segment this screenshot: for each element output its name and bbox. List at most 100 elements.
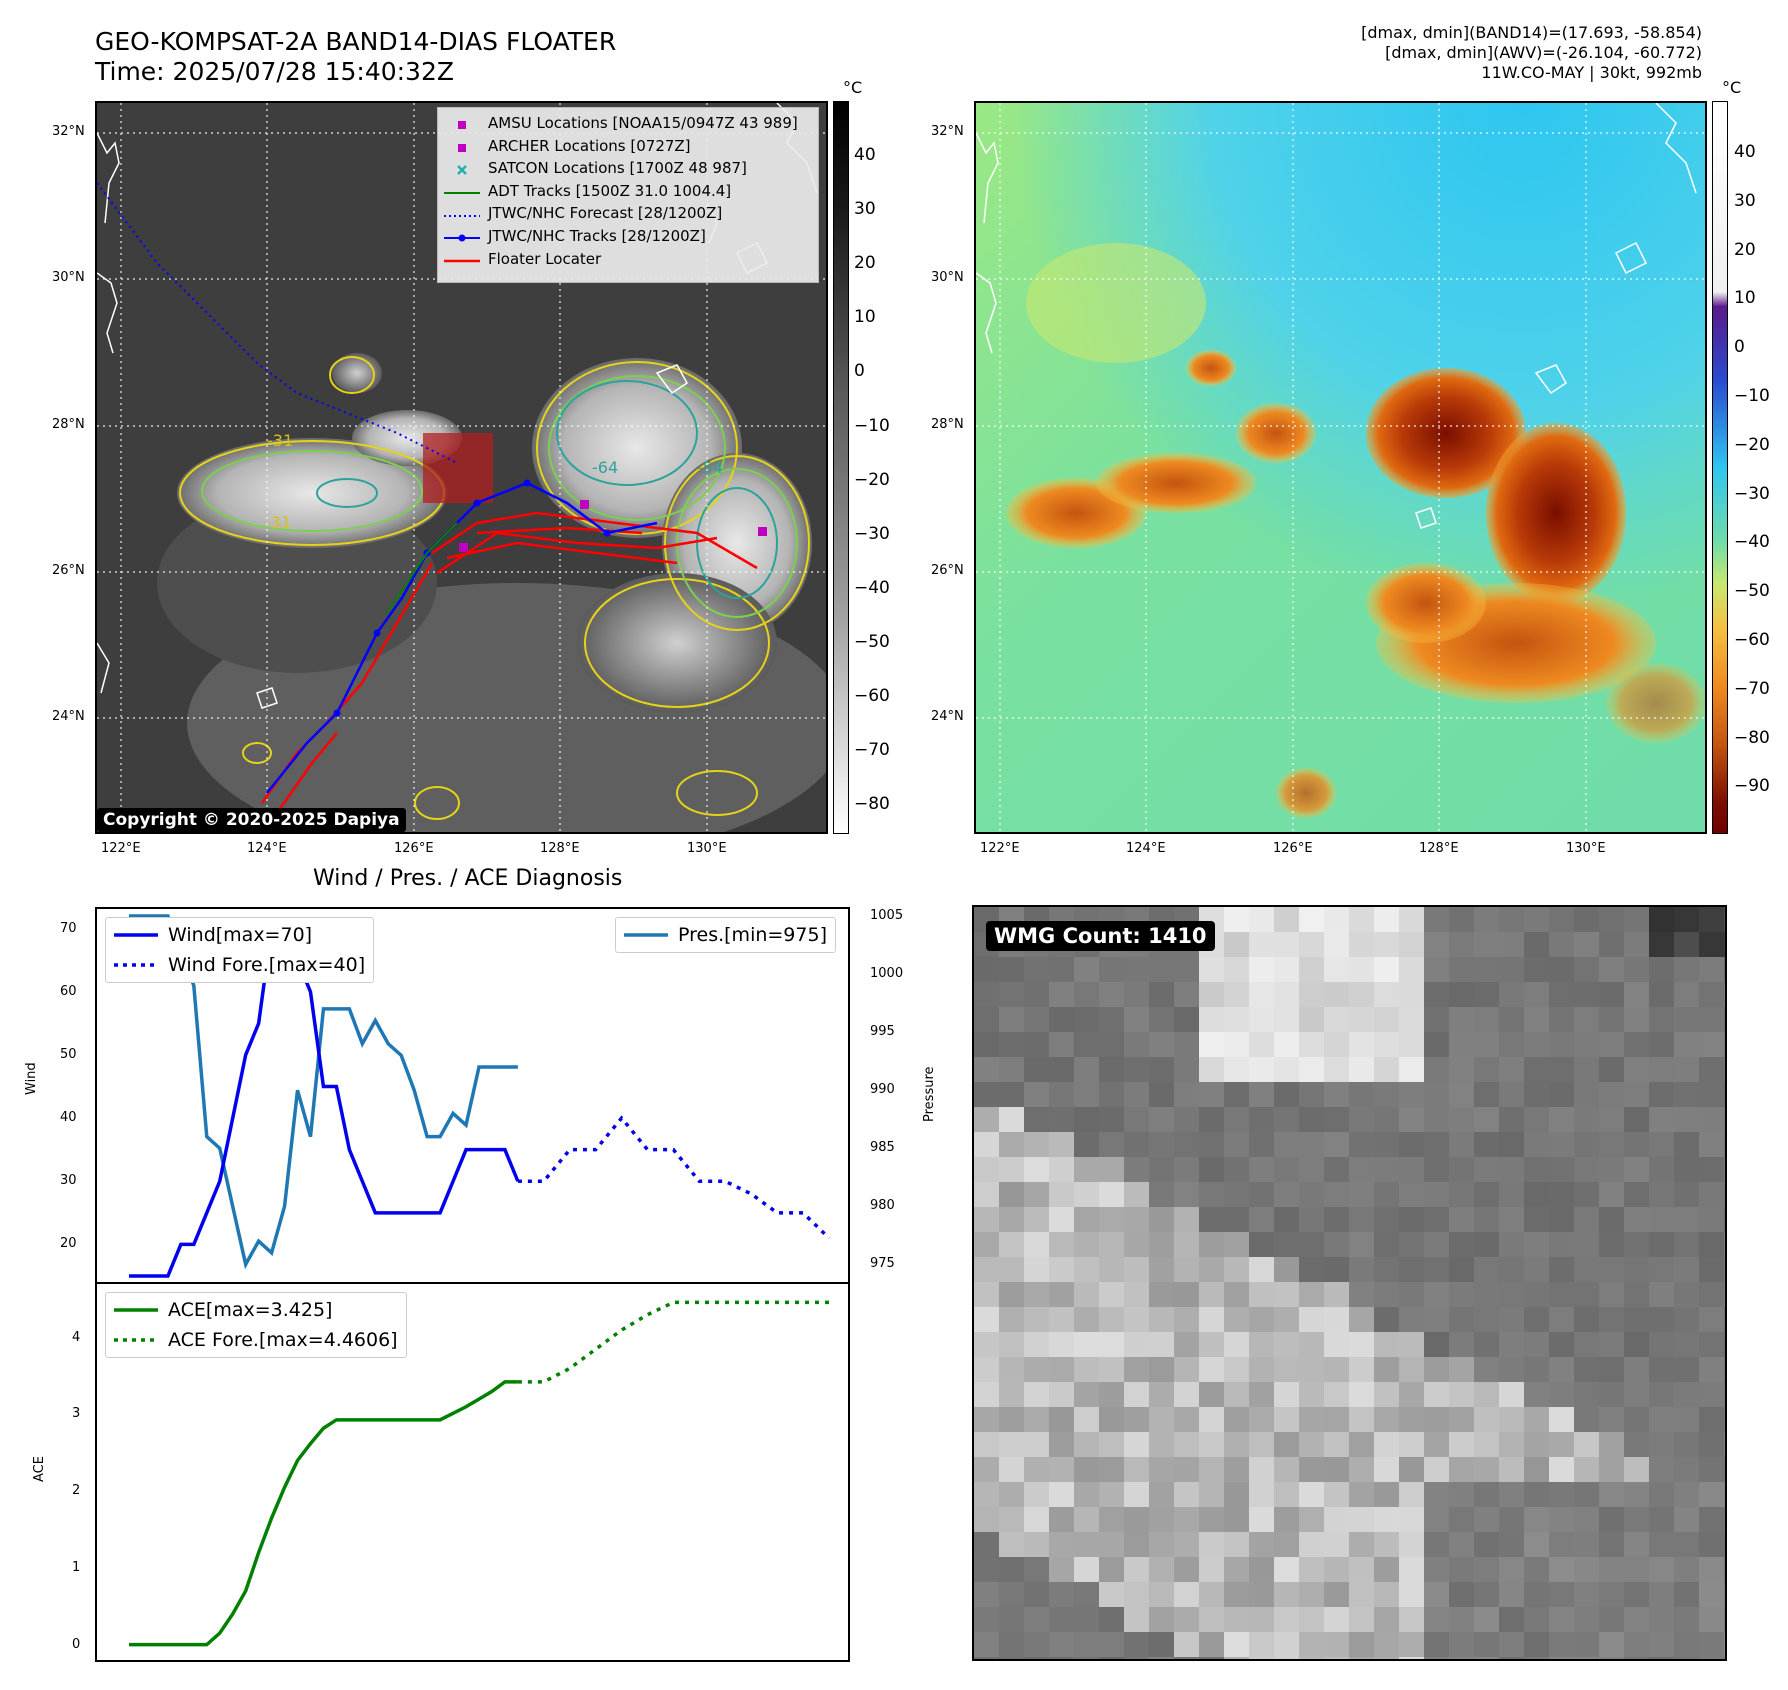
lat-tick: 26°N xyxy=(52,563,85,578)
colorbar-tick: −40 xyxy=(854,577,890,598)
wind-pressure-plot: Wind[max=70] Wind Fore.[max=40] Pres.[mi… xyxy=(95,907,850,1284)
pressure-tick: 995 xyxy=(870,1024,895,1040)
cloud-band-west xyxy=(177,438,447,548)
lat-tick: 24°N xyxy=(52,709,85,724)
colorbar-tick: 0 xyxy=(854,361,865,382)
colorbar-tick: 20 xyxy=(854,253,876,274)
colorbar-tick: −30 xyxy=(854,523,890,544)
ir-colorbar-unit: °C xyxy=(843,78,863,97)
chart-title-line1: GEO-KOMPSAT-2A BAND14-DIAS FLOATER xyxy=(95,27,617,56)
lat-tick: 24°N xyxy=(931,709,964,724)
colorbar-tick: −80 xyxy=(1734,727,1770,748)
lon-tick: 124°E xyxy=(247,841,287,856)
lon-tick: 130°E xyxy=(1566,841,1606,856)
legend-item: Floater Locater xyxy=(444,249,602,268)
ace-forecast-line xyxy=(517,1300,829,1384)
colorbar-tick: −40 xyxy=(1734,532,1770,553)
wv-map-panel xyxy=(974,101,1707,834)
legend-item: JTWC/NHC Forecast [28/1200Z] xyxy=(444,204,723,223)
lon-tick: 124°E xyxy=(1126,841,1166,856)
lat-tick: 30°N xyxy=(931,270,964,285)
legend-item: ARCHER Locations [0727Z] xyxy=(444,135,812,158)
adt-track xyxy=(386,522,458,614)
lon-tick: 126°E xyxy=(1273,841,1313,856)
ace-axis-label: ACE xyxy=(32,1456,47,1482)
pressure-tick: 1000 xyxy=(870,966,904,982)
ace-legend: ACE[max=3.425] ACE Fore.[max=4.4606] xyxy=(105,1292,407,1358)
colorbar-tick: 30 xyxy=(854,199,876,220)
jtwc-forecast-track xyxy=(97,182,458,464)
wind-tick: 40 xyxy=(60,1110,77,1126)
lat-tick: 26°N xyxy=(931,563,964,578)
lon-tick: 122°E xyxy=(980,841,1020,856)
lon-tick: 128°E xyxy=(540,841,580,856)
colorbar-tick: −60 xyxy=(854,686,890,706)
wind-forecast-line xyxy=(517,1115,831,1240)
pressure-tick: 980 xyxy=(870,1198,895,1214)
colorbar-tick: −60 xyxy=(1734,630,1770,650)
diagnosis-title: Wind / Pres. / ACE Diagnosis xyxy=(313,866,623,891)
lat-tick: 32°N xyxy=(931,124,964,139)
stats-line1: [dmax, dmin](BAND14)=(17.693, -58.854) xyxy=(1361,23,1702,42)
pressure-legend: Pres.[min=975] xyxy=(615,917,836,953)
wind-tick: 20 xyxy=(60,1236,77,1252)
wind-tick: 30 xyxy=(60,1173,77,1189)
wv-hot-core-east xyxy=(1486,423,1626,603)
pressure-line xyxy=(129,914,518,1270)
copyright-label: Copyright © 2020-2025 Dapiya xyxy=(97,808,406,832)
lat-tick: 28°N xyxy=(52,417,85,432)
wind-tick: 50 xyxy=(60,1046,77,1062)
pressure-tick: 990 xyxy=(870,1082,895,1098)
contour-label: -31 xyxy=(267,431,293,450)
wv-colorbar xyxy=(1712,101,1728,834)
colorbar-tick: 40 xyxy=(1734,142,1756,162)
lon-tick: 126°E xyxy=(394,841,434,856)
colorbar-tick: 10 xyxy=(854,307,876,328)
lat-tick: 32°N xyxy=(52,124,85,139)
chart-title-line2: Time: 2025/07/28 15:40:32Z xyxy=(95,57,454,86)
ace-tick: 4 xyxy=(72,1329,81,1345)
colorbar-tick: −30 xyxy=(1734,483,1770,504)
colorbar-tick: −90 xyxy=(1734,776,1770,797)
lat-tick: 28°N xyxy=(931,417,964,432)
wind-tick: 70 xyxy=(60,920,77,936)
legend-item: Wind Fore.[max=40] xyxy=(114,954,366,976)
lon-tick: 130°E xyxy=(687,841,727,856)
stats-line3: 11W.CO-MAY | 30kt, 992mb xyxy=(1481,63,1702,82)
wv-hot-core-north xyxy=(1366,368,1526,498)
ace-tick: 0 xyxy=(72,1636,81,1652)
legend-item: Wind[max=70] xyxy=(114,924,313,946)
ir-colorbar xyxy=(833,101,849,834)
ace-plot: ACE[max=3.425] ACE Fore.[max=4.4606] xyxy=(95,1282,850,1662)
colorbar-tick: −10 xyxy=(1734,386,1770,406)
legend-item: Pres.[min=975] xyxy=(624,924,827,946)
ace-line xyxy=(129,1380,518,1647)
legend-item: ACE[max=3.425] xyxy=(114,1299,333,1321)
wind-tick: 60 xyxy=(60,983,77,999)
ir-legend: AMSU Locations [NOAA15/0947Z 43 989] ARC… xyxy=(437,107,819,283)
contour-label: -31 xyxy=(265,513,291,532)
pressure-tick: 985 xyxy=(870,1140,895,1156)
colorbar-tick: 30 xyxy=(1734,190,1756,211)
ace-svg xyxy=(129,1300,829,1647)
colorbar-tick: −10 xyxy=(854,415,890,436)
wind-axis-label: Wind xyxy=(24,1062,39,1095)
legend-item: ACE Fore.[max=4.4606] xyxy=(114,1329,398,1351)
contour-label: -64 xyxy=(592,458,618,477)
colorbar-tick: −50 xyxy=(1734,581,1770,602)
colorbar-tick: 40 xyxy=(854,145,876,165)
wmg-panel: WMG Count: 1410 xyxy=(972,905,1727,1661)
ace-tick: 1 xyxy=(72,1559,81,1575)
colorbar-tick: −70 xyxy=(854,740,890,761)
wv-colorbar-unit: °C xyxy=(1722,78,1742,97)
legend-item: JTWC/NHC Tracks [28/1200Z] xyxy=(444,225,812,248)
ace-tick: 3 xyxy=(72,1406,81,1422)
pressure-tick: 1005 xyxy=(870,908,904,923)
colorbar-tick: −20 xyxy=(1734,434,1770,455)
pressure-tick: 975 xyxy=(870,1256,895,1272)
wv-map-image xyxy=(976,103,1705,832)
wmg-image xyxy=(974,907,1725,1659)
colorbar-tick: 0 xyxy=(1734,337,1745,358)
legend-item: AMSU Locations [NOAA15/0947Z 43 989] xyxy=(444,112,812,135)
colorbar-tick: −50 xyxy=(854,631,890,652)
